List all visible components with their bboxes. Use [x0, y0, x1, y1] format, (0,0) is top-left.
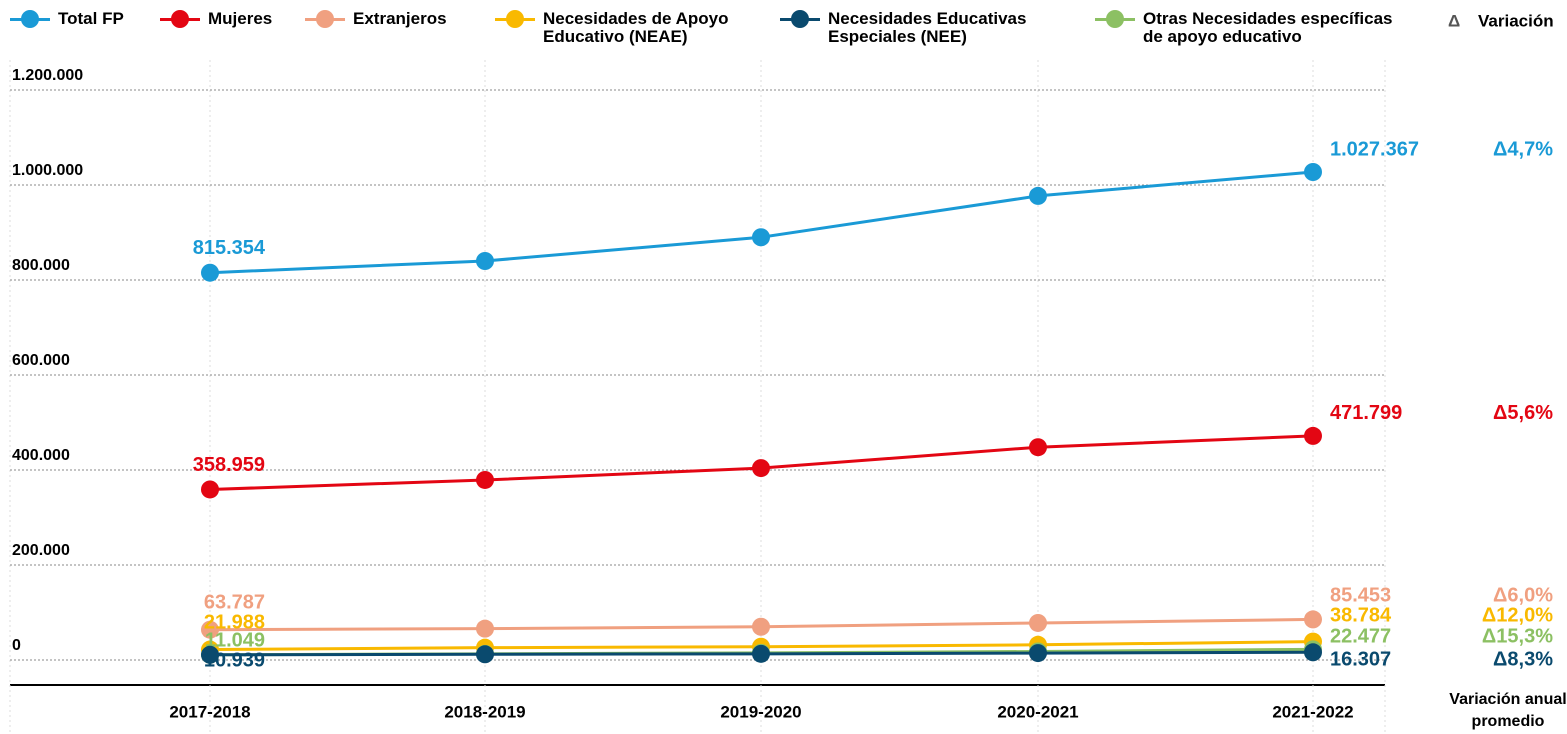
legend-label: Necesidades Educativas Especiales (NEE) — [828, 9, 1027, 46]
legend-label: Total FP — [58, 9, 124, 28]
variation-label: Δ8,3% — [1493, 648, 1553, 670]
x-tick-label: 2018-2019 — [444, 702, 525, 721]
variation-label: Δ15,3% — [1482, 625, 1553, 647]
y-tick-label: 400.000 — [12, 447, 70, 464]
legend-item: Otras Necesidades específicas de apoyo e… — [1095, 10, 1393, 46]
point — [1029, 613, 1047, 632]
legend-item: Mujeres — [160, 10, 308, 28]
legend-swatch — [10, 10, 50, 28]
legend-label: Extranjeros — [353, 9, 447, 28]
legend-swatch — [495, 10, 535, 28]
x-tick-label: 2017-2018 — [169, 702, 250, 721]
point — [1304, 163, 1322, 182]
legend-swatch — [780, 10, 820, 28]
point — [1029, 186, 1047, 205]
variation-symbol: Δ — [1448, 11, 1460, 30]
variation-label: Δ5,6% — [1493, 402, 1553, 424]
legend-swatch — [305, 10, 345, 28]
value-label: 63.787 — [204, 591, 265, 613]
point — [1029, 644, 1047, 663]
point — [476, 645, 494, 664]
value-label: 22.477 — [1330, 625, 1391, 647]
value-label: 11.049 — [205, 629, 265, 651]
legend-item: Necesidades de Apoyo Educativo (NEAE) — [495, 10, 743, 46]
y-tick-label: 800.000 — [12, 257, 70, 274]
point — [201, 645, 219, 664]
variation-footer: Variación anual promedio — [1449, 691, 1566, 730]
y-tick-label: 1.000.000 — [12, 162, 83, 179]
value-label: 38.784 — [1330, 604, 1392, 626]
point — [201, 263, 219, 282]
legend-label: Necesidades de Apoyo Educativo (NEAE) — [543, 9, 729, 46]
value-label: 10.939 — [204, 649, 265, 671]
value-label: 85.453 — [1330, 584, 1391, 606]
variation-header: Variación — [1478, 11, 1554, 30]
legend-swatch — [1095, 10, 1135, 28]
point — [752, 644, 770, 663]
value-label: 815.354 — [193, 237, 266, 259]
point — [1304, 426, 1322, 445]
value-label: 471.799 — [1330, 402, 1402, 424]
point — [201, 480, 219, 499]
point — [752, 617, 770, 636]
y-tick-label: 600.000 — [12, 352, 70, 369]
point — [476, 619, 494, 638]
point — [752, 228, 770, 247]
value-label: 21.988 — [204, 611, 265, 633]
series-line — [209, 170, 1314, 275]
legend-swatch — [160, 10, 200, 28]
value-label: 358.959 — [193, 454, 265, 476]
point — [476, 470, 494, 489]
y-tick-label: 1.200.000 — [12, 67, 83, 84]
legend-item: Necesidades Educativas Especiales (NEE) — [780, 10, 1048, 46]
y-tick-label: 200.000 — [12, 542, 70, 559]
variation-label: Δ4,7% — [1493, 138, 1553, 160]
legend-label: Otras Necesidades específicas de apoyo e… — [1143, 9, 1393, 46]
point — [1029, 438, 1047, 457]
legend-item: Extranjeros — [305, 10, 473, 28]
point — [1304, 643, 1322, 662]
point — [201, 620, 219, 639]
x-tick-label: 2021-2022 — [1272, 702, 1353, 721]
x-tick-label: 2020-2021 — [997, 702, 1078, 721]
point — [752, 459, 770, 478]
value-label: 16.307 — [1330, 648, 1391, 670]
y-tick-label: 0 — [12, 637, 21, 654]
legend-label: Mujeres — [208, 9, 273, 28]
value-label: 1.027.367 — [1330, 138, 1419, 160]
x-tick-label: 2019-2020 — [720, 702, 801, 721]
legend-item: Total FP — [10, 10, 158, 28]
point — [1304, 610, 1322, 629]
point — [476, 252, 494, 270]
variation-label: Δ6,0% — [1493, 584, 1553, 606]
variation-label: Δ12,0% — [1482, 604, 1553, 626]
